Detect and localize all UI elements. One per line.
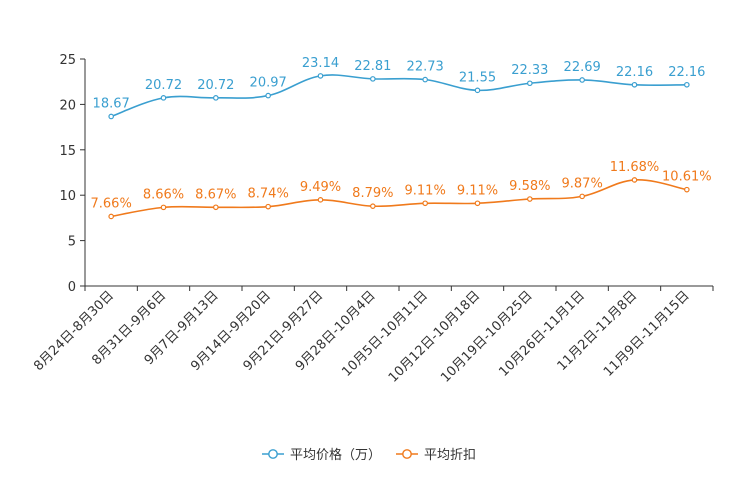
data-label: 8.74% [248,187,289,202]
data-label: 20.97 [250,76,287,91]
data-label: 8.67% [195,187,236,202]
data-point [579,77,585,83]
data-label: 9.11% [405,183,446,198]
series-line-2 [111,179,687,218]
y-tick-label: 0 [68,280,76,295]
data-label: 9.11% [457,183,498,198]
data-point [370,203,376,209]
data-point [265,203,271,210]
data-point [684,186,690,193]
data-point [160,95,167,101]
y-tick-label: 5 [68,235,76,250]
data-point [108,213,114,220]
data-point [684,81,690,88]
data-label: 18.67 [93,96,130,111]
data-point [108,113,114,120]
series-line-1 [110,74,687,118]
data-label: 21.55 [459,70,496,85]
data-label: 10.61% [662,170,712,185]
legend-label-2: 平均折扣 [424,448,476,463]
data-label: 9.87% [562,176,603,191]
data-label: 11.68% [610,160,660,175]
data-label: 22.33 [511,63,548,78]
data-point [474,200,481,207]
legend-marker-2 [402,449,412,459]
data-point [631,81,638,88]
data-label: 8.66% [143,187,184,202]
y-tick-label: 20 [59,98,76,113]
data-label: 9.58% [509,179,550,194]
legend-label-1: 平均价格（万） [290,447,381,463]
data-point [527,196,533,202]
data-point [265,92,271,99]
data-label: 22.81 [354,59,391,74]
data-label: 8.79% [352,186,393,201]
data-label: 22.69 [564,60,601,75]
x-tick-label: 10月19日-10月25日 [438,288,535,385]
data-point [160,204,167,211]
data-label: 9.49% [300,180,341,195]
y-tick-label: 15 [59,144,76,159]
x-tick-label: 10月12日-10月18日 [386,288,483,385]
data-label: 22.16 [616,65,653,80]
data-label: 20.72 [197,78,234,93]
data-point [370,76,376,82]
data-point [474,87,481,94]
data-point [213,204,219,211]
data-point [213,95,219,101]
y-tick-label: 10 [59,189,76,204]
legend-marker-1 [268,449,278,459]
data-label: 23.14 [302,56,339,71]
data-point [631,177,638,183]
data-label: 22.16 [668,65,705,80]
data-point [579,193,585,200]
data-point [422,76,428,83]
data-point [527,80,533,87]
data-point [422,200,428,207]
data-label: 22.73 [407,60,444,75]
data-label: 20.72 [145,78,182,93]
data-point [317,197,324,203]
data-point [317,73,324,79]
data-label: 7.66% [91,196,132,211]
y-tick-label: 25 [59,53,76,68]
